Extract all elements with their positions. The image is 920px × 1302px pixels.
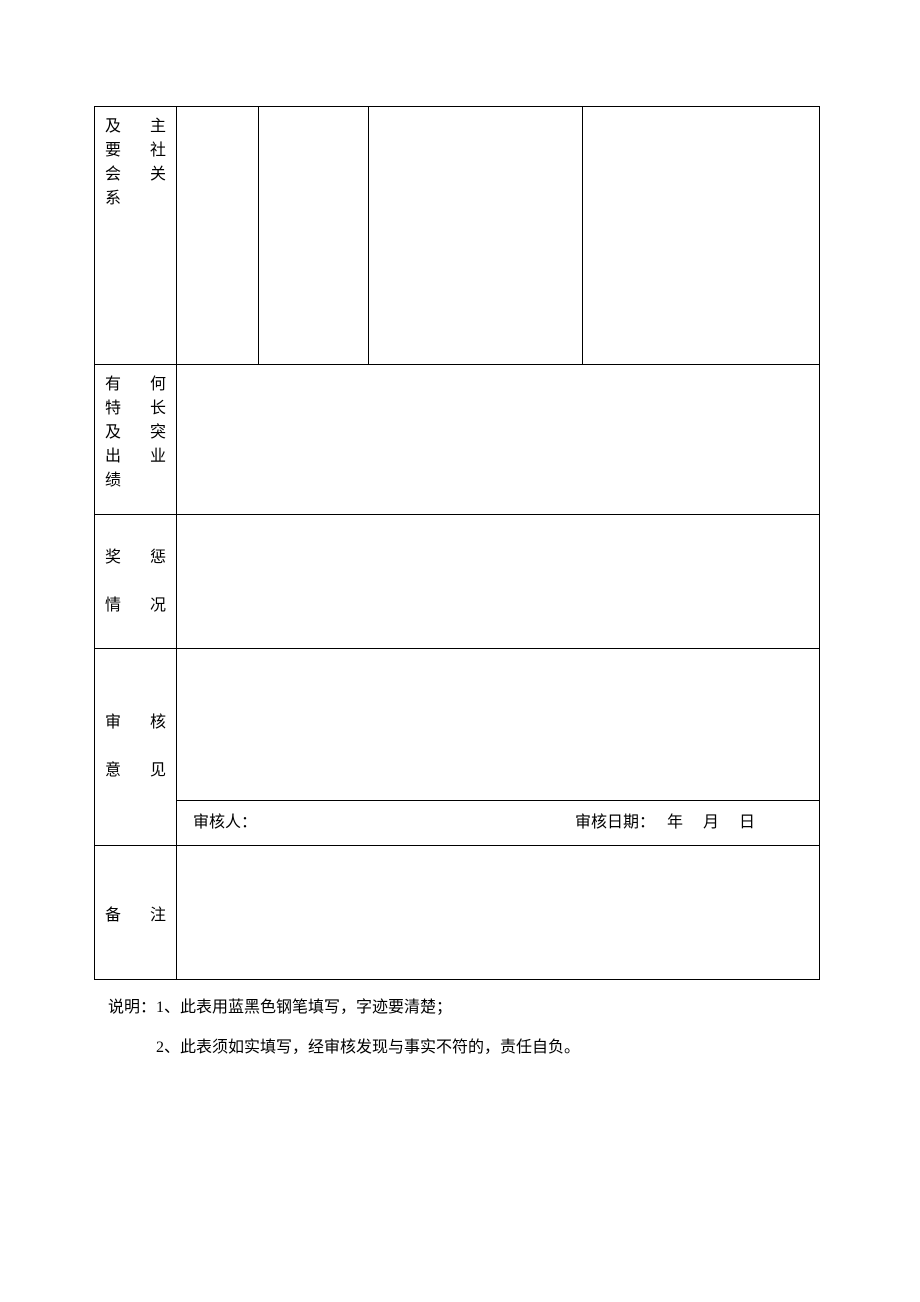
- label-char: 意: [105, 747, 121, 795]
- review-date-label: 审核日期：: [575, 814, 655, 831]
- social-col-3[interactable]: [369, 107, 583, 365]
- label-char: 见: [150, 747, 166, 795]
- label-char: 注: [150, 901, 166, 925]
- label-char: 特: [105, 397, 121, 421]
- label-social-relations: 及 要 会 系 主 社 关: [95, 107, 177, 365]
- label-char: 况: [150, 582, 166, 630]
- label-char: 及: [105, 421, 121, 445]
- label-remarks: 备 注: [95, 846, 177, 980]
- talents-field[interactable]: [177, 365, 820, 515]
- label-char: 要: [105, 139, 121, 163]
- review-opinion-field[interactable]: [177, 649, 820, 801]
- note-line-2: 2、此表须如实填写，经审核发现与事实不符的，责任自负。: [94, 1028, 820, 1068]
- note-2-text: 2、此表须如实填写，经审核发现与事实不符的，责任自负。: [156, 1039, 580, 1056]
- form-table: 及 要 会 系 主 社 关: [94, 106, 820, 980]
- label-rewards: 奖 惩 情 况: [95, 515, 177, 649]
- row-review-signature: 审核人： 审核日期： 年 月 日: [95, 801, 820, 846]
- label-char: 何: [150, 373, 166, 397]
- note-1-text: 1、此表用蓝黑色钢笔填写，字迹要清楚；: [156, 999, 452, 1016]
- label-char: 奖: [105, 534, 121, 582]
- label-char: 惩: [150, 534, 166, 582]
- label-char: 核: [150, 699, 166, 747]
- row-social-relations: 及 要 会 系 主 社 关: [95, 107, 820, 365]
- label-char: 绩: [105, 469, 121, 493]
- label-char: 突: [150, 421, 166, 445]
- row-review: 审 核 意 见: [95, 649, 820, 801]
- label-talents: 有 特 及 出 绩 何 长 突 业: [95, 365, 177, 515]
- form-document: 及 要 会 系 主 社 关: [94, 106, 820, 1068]
- label-char: 出: [105, 445, 121, 469]
- rewards-field[interactable]: [177, 515, 820, 649]
- label-char: 审: [105, 699, 121, 747]
- review-signature-cell: 审核人： 审核日期： 年 月 日: [177, 801, 820, 846]
- social-col-1[interactable]: [177, 107, 259, 365]
- label-char: 社: [150, 139, 166, 163]
- label-char: 及: [105, 115, 121, 139]
- row-rewards: 奖 惩 情 况: [95, 515, 820, 649]
- label-char: 有: [105, 373, 121, 397]
- row-talents: 有 特 及 出 绩 何 长 突 业: [95, 365, 820, 515]
- label-review: 审 核 意 见: [95, 649, 177, 846]
- remarks-field[interactable]: [177, 846, 820, 980]
- notes-prefix: 说明：: [108, 999, 156, 1016]
- label-char: 备: [105, 901, 121, 925]
- label-char: 长: [150, 397, 166, 421]
- label-char: 会: [105, 163, 121, 187]
- month-label: 月: [703, 814, 719, 831]
- social-col-4[interactable]: [583, 107, 820, 365]
- note-line-1: 说明：1、此表用蓝黑色钢笔填写，字迹要清楚；: [94, 988, 820, 1028]
- day-label: 日: [739, 814, 755, 831]
- label-char: 系: [105, 187, 121, 211]
- social-col-2[interactable]: [259, 107, 369, 365]
- form-notes: 说明：1、此表用蓝黑色钢笔填写，字迹要清楚； 2、此表须如实填写，经审核发现与事…: [94, 988, 820, 1068]
- label-char: 业: [150, 445, 166, 469]
- review-date-section: 审核日期： 年 月 日: [575, 801, 763, 845]
- label-char: 情: [105, 582, 121, 630]
- year-label: 年: [667, 814, 683, 831]
- label-char: 关: [150, 163, 166, 187]
- reviewer-label: 审核人：: [193, 801, 257, 845]
- label-char: 主: [150, 115, 166, 139]
- row-remarks: 备 注: [95, 846, 820, 980]
